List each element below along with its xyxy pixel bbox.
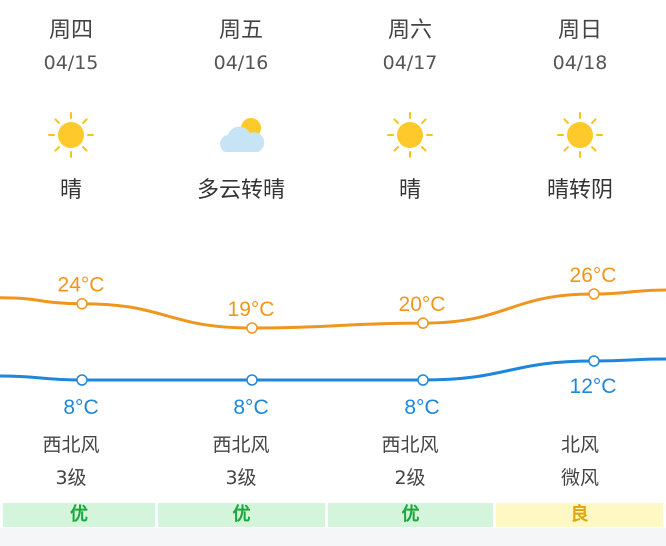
wind-direction: 西北风	[381, 434, 439, 456]
weather-condition: 晴转阴	[546, 178, 613, 203]
high-temp-point	[417, 317, 429, 329]
date: 04/17	[382, 52, 438, 74]
high-temp-point	[246, 322, 258, 334]
day-name: 周日	[557, 18, 602, 43]
high-temp-label: 19°C	[228, 298, 275, 321]
low-temp-label: 12°C	[570, 375, 617, 398]
high-temp-label: 20°C	[399, 293, 446, 316]
low-temp-line	[0, 357, 666, 382]
low-temp-point	[246, 374, 258, 386]
wind-level: 微风	[560, 467, 599, 489]
high-temp-point	[76, 297, 88, 310]
temperature-chart: 24°C 8°C 19°C 8°C 20°C 8°C 26°C 12°C	[0, 264, 666, 419]
wind-direction: 北风	[560, 434, 599, 456]
date: 04/15	[43, 52, 99, 74]
high-temp-label: 24°C	[58, 274, 105, 297]
high-temp-point	[588, 288, 600, 300]
sun-icon	[45, 110, 97, 160]
low-temp-label: 8°C	[63, 396, 98, 419]
day-name: 周五	[218, 18, 263, 43]
sun-icon	[554, 110, 606, 160]
air-quality-badge: 良	[496, 503, 663, 527]
wind-level: 3级	[55, 467, 87, 489]
weather-condition: 晴	[398, 178, 421, 203]
footer-bar	[0, 528, 666, 546]
low-temp-point	[417, 374, 429, 386]
wind-level: 3级	[225, 467, 257, 489]
high-temp-label: 26°C	[570, 264, 617, 287]
wind-level: 2级	[394, 467, 426, 489]
low-temp-point	[588, 355, 600, 367]
date: 04/18	[552, 52, 608, 74]
date: 04/16	[213, 52, 269, 74]
weather-condition: 多云转晴	[196, 178, 285, 203]
low-temp-label: 8°C	[233, 396, 268, 419]
air-quality-badge: 优	[328, 503, 493, 527]
wind-direction: 西北风	[42, 434, 100, 456]
day-name: 周四	[48, 18, 93, 43]
day-name: 周六	[387, 18, 432, 43]
partly-cloudy-icon	[215, 110, 267, 160]
low-temp-label: 8°C	[404, 396, 439, 419]
wind-direction: 西北风	[212, 434, 270, 456]
weather-condition: 晴	[59, 178, 82, 203]
sun-icon	[384, 110, 436, 160]
low-temp-point	[76, 374, 88, 386]
air-quality-badge: 优	[158, 503, 325, 527]
air-quality-badge: 优	[3, 503, 155, 527]
